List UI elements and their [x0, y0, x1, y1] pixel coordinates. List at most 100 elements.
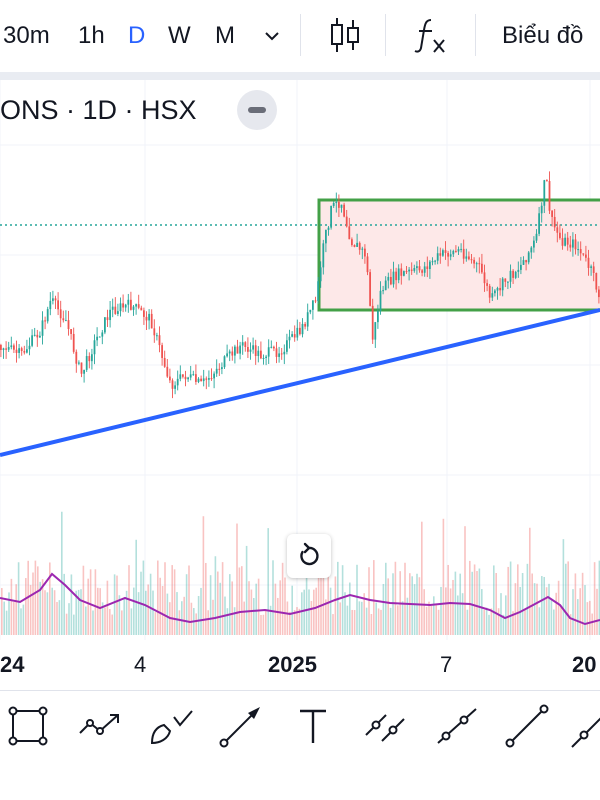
candle-body [496, 287, 499, 291]
candle-body [283, 351, 286, 355]
legend-collapse-button[interactable] [237, 90, 277, 130]
symbol-legend[interactable]: ONS · 1D · HSX [0, 95, 197, 125]
volume-bar [524, 609, 526, 635]
trend-line-tool-icon[interactable] [504, 703, 550, 749]
candle-body [455, 250, 457, 252]
candle-body [592, 266, 595, 273]
candle-body [202, 378, 205, 382]
volume-bar [176, 592, 178, 635]
volume-bar [89, 569, 92, 635]
volume-bar [310, 600, 313, 635]
candle-body [431, 261, 434, 263]
candle-body [301, 323, 304, 335]
rectangle-tool-icon[interactable] [5, 703, 51, 749]
ray-tool-icon[interactable] [434, 703, 480, 749]
candle-body [429, 261, 431, 270]
volume-bar [495, 573, 497, 635]
candle-body [31, 335, 33, 346]
volume-bar [365, 607, 368, 635]
candle-body [85, 356, 88, 370]
candle-body [161, 345, 163, 358]
candle-body [41, 320, 44, 336]
candle-body [442, 250, 444, 256]
time-axis[interactable]: 24 4 2025 7 20 [0, 640, 600, 690]
candle-body [0, 345, 2, 350]
candle-body [566, 237, 569, 245]
volume-bar [351, 609, 353, 635]
volume-bar [164, 562, 166, 635]
volume-bar [63, 573, 65, 635]
candle-body [111, 306, 114, 310]
candle-body [520, 264, 522, 270]
volume-bar [145, 590, 147, 635]
volume-bar [233, 607, 236, 635]
volume-bar [152, 590, 154, 635]
candle-body [561, 238, 564, 246]
candle-body [317, 281, 319, 302]
volume-bar [356, 564, 358, 635]
volume-bar [229, 574, 231, 635]
candle-body [384, 280, 387, 291]
candle-body [247, 347, 249, 352]
volume-bar [293, 610, 296, 635]
candle-body [265, 356, 267, 358]
interval-30m-button[interactable]: 30m [3, 22, 50, 49]
volume-bar [37, 566, 39, 635]
reset-chart-button[interactable] [287, 534, 331, 578]
x-tick-label: 20 [572, 652, 597, 677]
candle-body [20, 348, 23, 351]
interval-m-button[interactable]: M [215, 22, 235, 49]
volume-bar [130, 608, 133, 635]
candle-body [231, 351, 234, 356]
extended-line-tool-icon[interactable] [570, 703, 600, 749]
volume-bar [435, 605, 437, 635]
volume-bar [406, 597, 409, 635]
volume-bar [135, 539, 137, 635]
candle-body [299, 327, 301, 335]
volume-bar [17, 562, 20, 635]
candle-body [361, 248, 364, 250]
volume-bar [20, 608, 22, 635]
candles-icon[interactable] [328, 14, 362, 56]
candle-body [348, 226, 351, 240]
candle-body [39, 335, 41, 338]
candle-body [343, 204, 345, 217]
volume-bar [490, 608, 493, 635]
candle-body [585, 254, 587, 258]
volume-bar [77, 589, 80, 635]
chevron-down-icon[interactable] [262, 28, 282, 44]
interval-1h-button[interactable]: 1h [78, 22, 105, 49]
candle-body [530, 247, 533, 253]
volume-bar [10, 578, 13, 635]
chart-pane[interactable] [0, 80, 600, 690]
volume-bar [281, 562, 284, 635]
volume-bar [339, 602, 341, 635]
volume-bar [53, 590, 56, 635]
volume-bar [291, 585, 293, 635]
price-chart[interactable] [0, 80, 600, 690]
path-tool-icon[interactable] [76, 703, 122, 749]
volume-bar [109, 609, 111, 635]
parallel-line-tool-icon[interactable] [362, 703, 408, 749]
interval-w-button[interactable]: W [168, 22, 191, 49]
candle-body [499, 287, 501, 291]
volume-bar [15, 584, 17, 635]
fx-icon[interactable] [414, 14, 448, 56]
volume-bar [245, 545, 248, 635]
candle-body [158, 335, 161, 346]
volume-bar [253, 598, 255, 635]
volume-bar [22, 604, 25, 635]
toolbar-divider [300, 14, 301, 56]
candle-body [59, 309, 62, 319]
chart-menu-button[interactable]: Biểu đồ [502, 22, 584, 49]
text-tool-icon[interactable] [290, 703, 336, 749]
interval-d-button[interactable]: D [128, 22, 146, 49]
candle-body [322, 243, 325, 268]
volume-bar [560, 605, 562, 635]
candle-body [5, 348, 7, 350]
candle-body [390, 276, 392, 285]
candle-body [49, 300, 52, 310]
brush-tool-icon[interactable] [148, 703, 194, 749]
arrow-tool-icon[interactable] [218, 703, 264, 749]
candle-body [109, 309, 111, 321]
